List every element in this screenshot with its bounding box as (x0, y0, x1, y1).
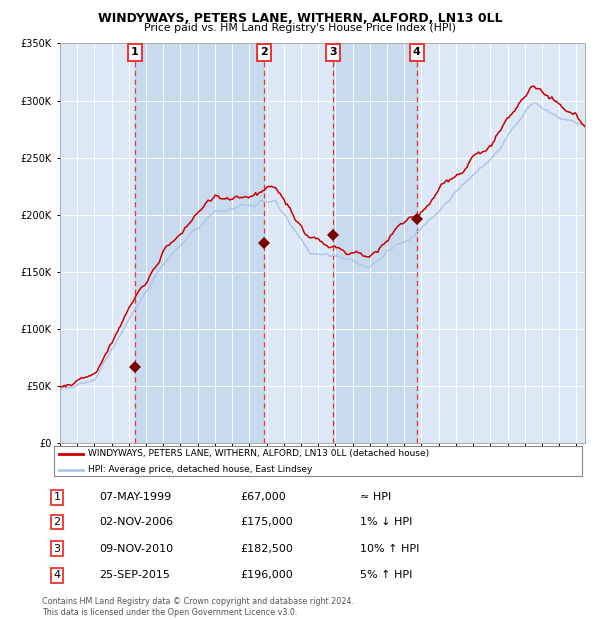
Text: WINDYWAYS, PETERS LANE, WITHERN, ALFORD, LN13 0LL (detached house): WINDYWAYS, PETERS LANE, WITHERN, ALFORD,… (88, 450, 430, 458)
Text: £196,000: £196,000 (240, 570, 293, 580)
Text: Contains HM Land Registry data © Crown copyright and database right 2024.: Contains HM Land Registry data © Crown c… (42, 597, 354, 606)
Text: ≈ HPI: ≈ HPI (360, 492, 391, 502)
Text: HPI: Average price, detached house, East Lindsey: HPI: Average price, detached house, East… (88, 465, 313, 474)
Text: £182,500: £182,500 (240, 544, 293, 554)
Text: £175,000: £175,000 (240, 517, 293, 527)
Text: 1% ↓ HPI: 1% ↓ HPI (360, 517, 412, 527)
Text: 25-SEP-2015: 25-SEP-2015 (99, 570, 170, 580)
Text: 4: 4 (413, 47, 421, 58)
Bar (135, 43, 264, 443)
Text: 2: 2 (260, 47, 268, 58)
Text: 3: 3 (329, 47, 337, 58)
Text: 1: 1 (131, 47, 139, 58)
Text: 1: 1 (53, 492, 61, 502)
Text: WINDYWAYS, PETERS LANE, WITHERN, ALFORD, LN13 0LL: WINDYWAYS, PETERS LANE, WITHERN, ALFORD,… (98, 12, 502, 25)
Text: This data is licensed under the Open Government Licence v3.0.: This data is licensed under the Open Gov… (42, 608, 298, 617)
Text: 2: 2 (53, 517, 61, 527)
Text: 10% ↑ HPI: 10% ↑ HPI (360, 544, 419, 554)
Text: 3: 3 (53, 544, 61, 554)
Text: Price paid vs. HM Land Registry's House Price Index (HPI): Price paid vs. HM Land Registry's House … (144, 23, 456, 33)
Text: 4: 4 (53, 570, 61, 580)
Text: 5% ↑ HPI: 5% ↑ HPI (360, 570, 412, 580)
Text: 07-MAY-1999: 07-MAY-1999 (99, 492, 171, 502)
Text: 09-NOV-2010: 09-NOV-2010 (99, 544, 173, 554)
Text: 02-NOV-2006: 02-NOV-2006 (99, 517, 173, 527)
Text: £67,000: £67,000 (240, 492, 286, 502)
Bar (333, 43, 417, 443)
